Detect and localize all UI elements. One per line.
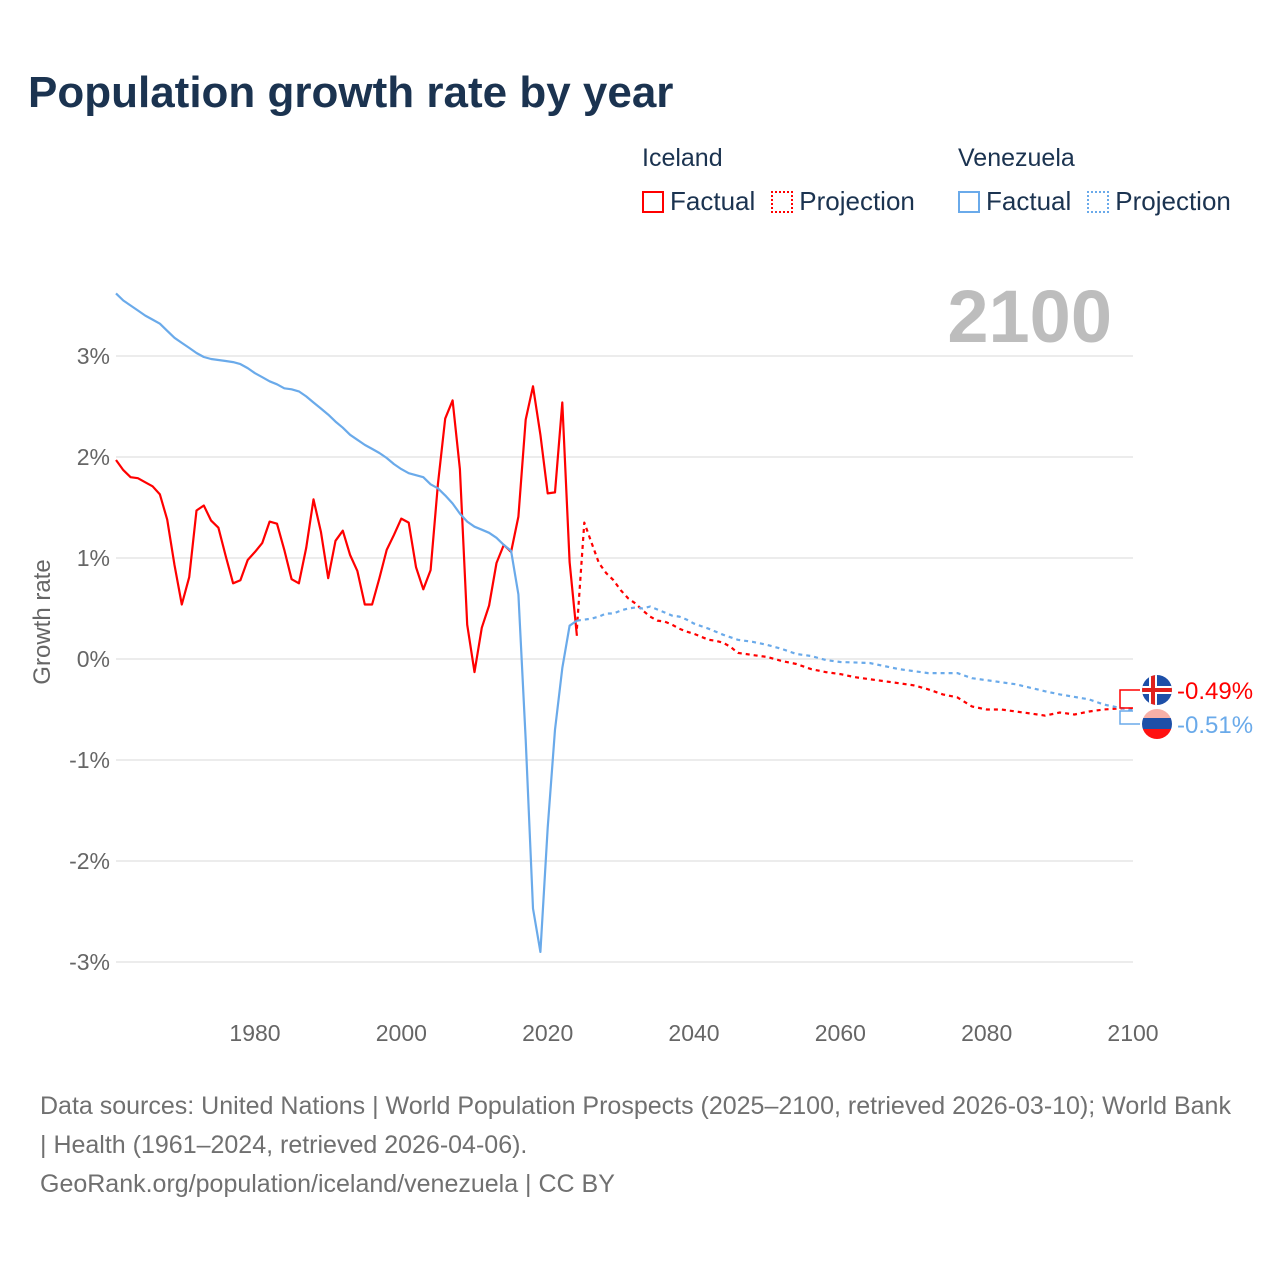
year-label: 2100 bbox=[947, 275, 1112, 358]
x-tick-label: 1980 bbox=[229, 1020, 280, 1046]
legend-venezuela-items: Factual Projection bbox=[958, 186, 1247, 217]
credit-link[interactable]: GeoRank.org/population/iceland/venezuela… bbox=[40, 1170, 615, 1198]
series-line-venezuela-projection bbox=[576, 605, 1134, 712]
venezuela-connector bbox=[1119, 710, 1140, 725]
dotted-swatch-icon bbox=[1087, 190, 1110, 213]
x-tick-label: 2000 bbox=[376, 1020, 427, 1046]
legend-venezuela-factual[interactable]: Factual bbox=[958, 186, 1071, 217]
series-line-iceland-projection bbox=[575, 521, 1133, 717]
y-tick-label: 1% bbox=[77, 545, 110, 571]
x-tick-label: 2060 bbox=[815, 1020, 866, 1046]
y-tick-label: 3% bbox=[77, 343, 110, 369]
iceland-connector bbox=[1119, 689, 1140, 709]
legend-iceland-items: Factual Projection bbox=[642, 186, 931, 217]
solid-swatch-icon bbox=[642, 190, 664, 213]
chart-title: Population growth rate by year bbox=[28, 68, 674, 117]
legend-iceland-projection[interactable]: Projection bbox=[771, 186, 915, 217]
series-line-venezuela-factual bbox=[115, 292, 578, 954]
series-line-iceland-factual bbox=[115, 385, 578, 674]
venezuela-end-value: -0.51% bbox=[1177, 712, 1253, 739]
y-tick-label: -2% bbox=[69, 848, 110, 874]
venezuela-flag-icon bbox=[1142, 709, 1172, 739]
y-tick-label: -1% bbox=[69, 747, 110, 773]
footer: Data sources: United Nations | World Pop… bbox=[40, 1087, 1240, 1204]
iceland-end-value: -0.49% bbox=[1177, 678, 1253, 705]
x-tick-label: 2080 bbox=[961, 1020, 1012, 1046]
legend-label: Projection bbox=[799, 186, 915, 216]
dotted-swatch-icon bbox=[771, 190, 794, 213]
x-tick-label: 2020 bbox=[522, 1020, 573, 1046]
legend-label: Projection bbox=[1115, 186, 1231, 216]
y-tick-label: 2% bbox=[77, 444, 110, 470]
legend-venezuela-projection[interactable]: Projection bbox=[1087, 186, 1231, 217]
x-tick-label: 2100 bbox=[1107, 1020, 1158, 1046]
legend-group-venezuela: Venezuela bbox=[958, 144, 1075, 172]
y-tick-label: 0% bbox=[77, 646, 110, 672]
legend-label: Factual bbox=[986, 186, 1072, 216]
end-labels: -0.49% -0.51% bbox=[1119, 675, 1253, 739]
iceland-flag-icon bbox=[1142, 675, 1172, 705]
y-axis-label: Growth rate bbox=[29, 559, 56, 684]
solid-swatch-icon bbox=[958, 190, 980, 213]
data-sources: Data sources: United Nations | World Pop… bbox=[40, 1092, 1231, 1159]
legend-group-iceland: Iceland bbox=[642, 144, 723, 172]
legend-label: Factual bbox=[670, 186, 756, 216]
y-tick-label: -3% bbox=[69, 949, 110, 975]
x-tick-label: 2040 bbox=[668, 1020, 719, 1046]
legend-iceland-factual[interactable]: Factual bbox=[642, 186, 755, 217]
